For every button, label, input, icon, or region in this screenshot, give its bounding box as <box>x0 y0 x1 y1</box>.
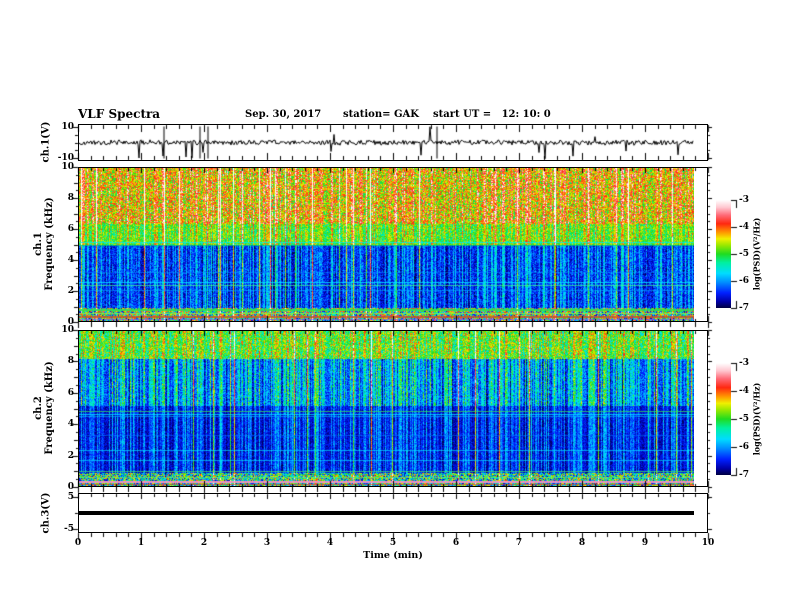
ch2-frequency-tick-label: 10 <box>61 325 74 335</box>
x-tick-label: 10 <box>701 538 715 548</box>
colorbar-ch1-tick-label: -3 <box>739 195 749 205</box>
colorbar-ch1-tick-label: -5 <box>739 249 749 259</box>
x-tick-label: 4 <box>326 538 334 548</box>
ch2-frequency-tick-label: 2 <box>67 450 74 461</box>
ch1-frequency-tick-label: 6 <box>67 224 74 234</box>
x-tick-label: 7 <box>515 538 523 548</box>
ch1-voltage-tick-label: -10 <box>57 152 74 163</box>
x-tick-label: 1 <box>137 538 145 548</box>
ch3-voltage-tick-label: 5 <box>67 492 74 502</box>
ch2-frequency-tick-label: 8 <box>67 356 74 367</box>
ch3-voltage-tick-label: -5 <box>64 524 74 534</box>
x-tick-label: 2 <box>200 538 208 548</box>
ch1-frequency-tick-label: 2 <box>67 286 74 296</box>
colorbar-ch2-tick-label: -6 <box>739 442 749 452</box>
ch1-frequency-tick-label: 10 <box>61 162 74 172</box>
ch2-frequency-tick-label: 6 <box>67 387 74 398</box>
x-tick-label: 6 <box>452 538 460 548</box>
ch1-frequency-tick-label: 0 <box>67 317 74 327</box>
ch1-voltage-tick-label: 10 <box>61 122 74 133</box>
x-tick-label: 0 <box>74 538 82 548</box>
ch1-frequency-tick-label: 8 <box>67 193 74 203</box>
colorbar-ch2-tick-label: -7 <box>739 470 749 480</box>
x-tick-label: 3 <box>263 538 271 548</box>
colorbar-ch2-tick-label: -4 <box>739 386 749 396</box>
colorbar-ch1-tick-label: -7 <box>739 303 749 313</box>
colorbar-ch1-tick-label: -4 <box>739 222 749 232</box>
colorbar-ch2-tick-label: -3 <box>739 358 749 368</box>
colorbar-ch1-tick-label: -6 <box>739 276 749 286</box>
ch1-frequency-tick-label: 4 <box>67 255 74 265</box>
ch2-frequency-tick-label: 4 <box>67 419 74 430</box>
ch2-frequency-tick-label: 0 <box>67 482 74 492</box>
x-tick-label: 5 <box>389 538 397 548</box>
x-tick-label: 8 <box>578 538 586 548</box>
colorbar-ch2-tick-label: -5 <box>739 414 749 424</box>
x-tick-label: 9 <box>641 538 649 548</box>
